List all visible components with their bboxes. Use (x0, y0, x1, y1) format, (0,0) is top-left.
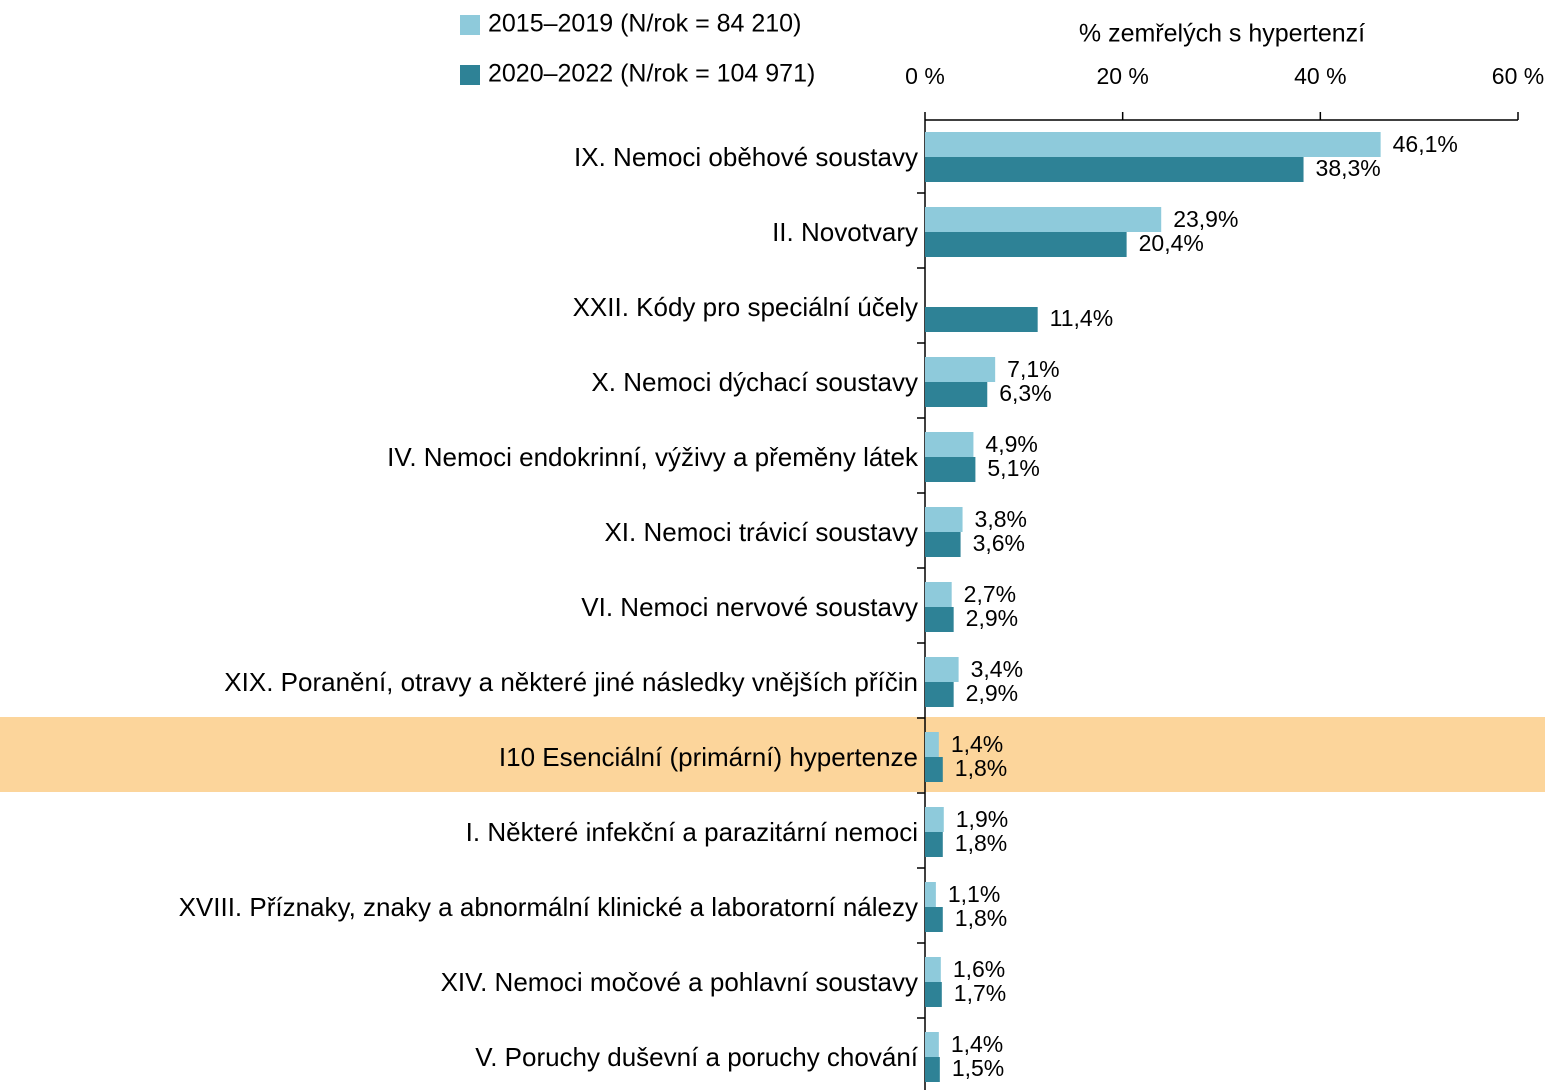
category-label: V. Poruchy duševní a poruchy chování (475, 1042, 918, 1072)
bar (925, 682, 954, 707)
value-label: 1,8% (955, 830, 1007, 856)
bar (925, 357, 996, 382)
value-label: 1,6% (953, 956, 1005, 982)
value-label: 2,9% (966, 605, 1018, 631)
bar (925, 757, 943, 782)
category-label: XXII. Kódy pro speciální účely (572, 292, 918, 322)
bar (925, 307, 1038, 332)
legend-swatch (460, 15, 480, 35)
highlight-band (0, 717, 1545, 792)
legend-swatch (460, 65, 480, 85)
value-label: 1,5% (952, 1055, 1004, 1081)
value-label: 1,9% (956, 806, 1008, 832)
value-label: 4,9% (985, 431, 1037, 457)
bar (925, 982, 942, 1007)
category-label: I10 Esenciální (primární) hypertenze (498, 742, 918, 772)
category-label: XIV. Nemoci močové a pohlavní soustavy (440, 967, 918, 997)
bar (925, 382, 988, 407)
bar (925, 832, 943, 857)
value-label: 1,8% (955, 905, 1007, 931)
bar (925, 582, 952, 607)
value-label: 7,1% (1007, 356, 1059, 382)
category-label: II. Novotvary (772, 217, 918, 247)
legend-label: 2020–2022 (N/rok = 104 971) (488, 60, 815, 88)
bar (925, 157, 1304, 182)
x-tick-label: 20 % (1096, 63, 1148, 89)
category-label: IV. Nemoci endokrinní, výživy a přeměny … (387, 442, 918, 472)
bar (925, 957, 941, 982)
value-label: 1,4% (951, 1031, 1003, 1057)
axis-title: % zemřelých s hypertenzí (1079, 20, 1365, 48)
value-label: 46,1% (1393, 131, 1458, 157)
value-label: 20,4% (1139, 230, 1204, 256)
bar (925, 432, 974, 457)
legend-label: 2015–2019 (N/rok = 84 210) (488, 10, 801, 38)
bar (925, 1057, 940, 1082)
value-label: 6,3% (999, 380, 1051, 406)
category-label: XIX. Poranění, otravy a některé jiné nás… (224, 667, 918, 697)
value-label: 3,8% (975, 506, 1027, 532)
value-label: 2,9% (966, 680, 1018, 706)
value-label: 38,3% (1316, 155, 1381, 181)
category-label: XI. Nemoci trávicí soustavy (604, 517, 918, 547)
bar (925, 657, 959, 682)
value-label: 3,4% (971, 656, 1023, 682)
value-label: 1,8% (955, 755, 1007, 781)
bar (925, 732, 939, 757)
category-label: X. Nemoci dýchací soustavy (591, 367, 918, 397)
bar (925, 907, 943, 932)
x-tick-label: 60 % (1492, 63, 1544, 89)
bar (925, 1032, 939, 1057)
category-label: I. Některé infekční a parazitární nemoci (465, 817, 918, 847)
x-tick-label: 40 % (1294, 63, 1346, 89)
bar (925, 507, 963, 532)
value-label: 23,9% (1173, 206, 1238, 232)
category-label: XVIII. Příznaky, znaky a abnormální klin… (178, 892, 918, 922)
value-label: 1,4% (951, 731, 1003, 757)
value-label: 2,7% (964, 581, 1016, 607)
value-label: 5,1% (987, 455, 1039, 481)
bar (925, 532, 961, 557)
category-label: IX. Nemoci oběhové soustavy (574, 142, 918, 172)
bar (925, 882, 936, 907)
value-label: 1,1% (948, 881, 1000, 907)
value-label: 11,4% (1050, 305, 1114, 331)
bar (925, 807, 944, 832)
category-label: VI. Nemoci nervové soustavy (581, 592, 918, 622)
bar (925, 207, 1162, 232)
value-label: 1,7% (954, 980, 1006, 1006)
value-label: 3,6% (973, 530, 1025, 556)
bar (925, 457, 976, 482)
x-tick-label: 0 % (905, 63, 945, 89)
bar (925, 607, 954, 632)
bar (925, 232, 1127, 257)
bar (925, 132, 1381, 157)
